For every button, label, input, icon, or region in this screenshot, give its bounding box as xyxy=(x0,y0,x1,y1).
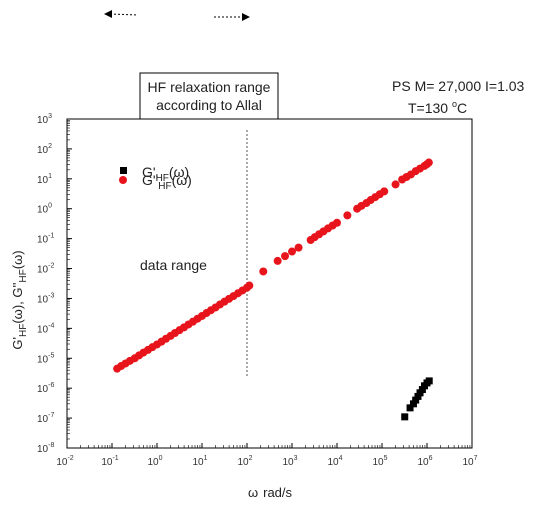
legend-g2-prefix: G'' xyxy=(142,172,158,188)
legend-marker-circle xyxy=(119,176,127,184)
legend-g1-suffix: (ω) xyxy=(169,164,189,180)
y-tick-label: 10-8 xyxy=(37,442,54,455)
data-point-g2 xyxy=(343,211,352,220)
sample-info: PS M= 27,000 I=1.03 xyxy=(392,78,525,94)
temperature-degree: o xyxy=(452,99,457,109)
legend-g1-prefix: G' xyxy=(142,164,156,180)
temperature-unit: C xyxy=(457,100,467,116)
data-point-g1 xyxy=(418,386,426,394)
y-tick-label: 10-1 xyxy=(37,233,54,246)
data-point-g2 xyxy=(288,247,296,256)
arrow-left-icon xyxy=(104,10,139,18)
x-axis-unit: rad/s xyxy=(263,485,292,500)
annotation-box-line2: according to Allal xyxy=(156,97,262,113)
data-point-g1 xyxy=(401,413,409,421)
y-tick-label: 100 xyxy=(37,203,52,216)
series-g1-points xyxy=(401,377,433,421)
x-axis-symbol: ω xyxy=(248,485,258,500)
legend-box xyxy=(99,161,207,189)
legend-g1-sub: HF xyxy=(156,173,169,184)
x-tick-label: 104 xyxy=(327,455,342,468)
legend-entry-g1: G'HF(ω) xyxy=(142,164,189,184)
y-tick-label: 10-5 xyxy=(37,352,54,365)
data-point-g2 xyxy=(273,256,282,265)
data-point-g1 xyxy=(425,377,433,385)
axis-ticks xyxy=(66,118,473,449)
x-tick-label: 101 xyxy=(192,455,207,468)
y-tick-label: 102 xyxy=(37,143,52,156)
x-tick-label: 100 xyxy=(147,455,162,468)
data-point-g1 xyxy=(412,396,420,404)
x-tick-label: 103 xyxy=(282,455,297,468)
x-tick-labels: 10-2 10-1 100 101 102 103 104 105 106 107 xyxy=(56,455,477,468)
y-tick-label: 10-7 xyxy=(37,412,54,425)
y-tick-label: 10-6 xyxy=(37,382,54,395)
y-tick-label: 10-3 xyxy=(37,292,54,305)
y-axis-arg2: (ω) xyxy=(10,250,25,269)
data-point-g2 xyxy=(391,180,400,189)
data-point-g2 xyxy=(259,267,268,276)
legend-marker-square xyxy=(120,167,127,174)
y-axis-g1: G' xyxy=(10,337,25,350)
data-point-g1 xyxy=(406,404,414,412)
data-point-g1 xyxy=(409,400,417,408)
legend-g2-sub: HF xyxy=(158,181,171,192)
x-tick-label: 10-1 xyxy=(101,455,118,468)
data-point-g2 xyxy=(245,281,254,290)
data-point-g2 xyxy=(281,252,290,261)
x-axis-label: ω rad/s xyxy=(248,485,293,500)
data-point-g2 xyxy=(294,243,303,252)
y-axis-label: G'HF(ω), G''HF(ω) xyxy=(10,250,29,349)
arrow-right-icon xyxy=(214,13,250,21)
data-point-g2 xyxy=(424,158,433,167)
data-point-g2 xyxy=(333,218,341,227)
data-point-g2 xyxy=(380,187,389,196)
x-tick-label: 105 xyxy=(372,455,387,468)
y-tick-label: 101 xyxy=(37,173,52,186)
y-axis-sub1: HF xyxy=(18,324,29,337)
y-axis-arg1: (ω), G'' xyxy=(10,283,25,324)
x-tick-label: 106 xyxy=(417,455,432,468)
annotation-box xyxy=(139,72,279,120)
series-g2-points xyxy=(113,158,433,373)
legend-g2-suffix: (ω) xyxy=(172,172,192,188)
data-point-g1 xyxy=(414,392,422,400)
y-tick-label: 10-2 xyxy=(37,263,54,276)
y-axis-sub2: HF xyxy=(18,269,29,282)
x-tick-label: 10-2 xyxy=(56,455,73,468)
x-tick-label: 107 xyxy=(462,455,477,468)
data-range-label: data range xyxy=(140,257,207,273)
x-tick-label: 102 xyxy=(237,455,252,468)
y-tick-label: 103 xyxy=(37,113,52,126)
y-tick-label: 10-4 xyxy=(37,322,54,335)
y-tick-labels: 10-8 10-7 10-6 10-5 10-4 10-3 10-2 10-1 100 101 10… xyxy=(37,113,54,455)
annotation-box-line1: HF relaxation range xyxy=(148,79,271,95)
temperature-info: T=130 oC xyxy=(408,99,467,116)
temperature-prefix: T=130 xyxy=(408,100,452,116)
legend-entry-g2: G''HF(ω) xyxy=(142,172,192,192)
